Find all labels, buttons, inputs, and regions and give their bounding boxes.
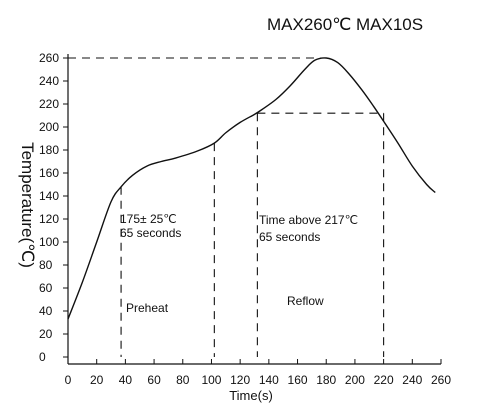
- reflow-label: Reflow: [287, 294, 324, 308]
- x-tick-label-100: 100: [201, 373, 221, 387]
- y-tick-label-180: 180: [39, 143, 59, 157]
- x-tick-label-120: 120: [230, 373, 250, 387]
- x-tick-label-240: 240: [402, 373, 422, 387]
- y-tick-label-0: 0: [39, 350, 46, 364]
- x-tick-label-140: 140: [259, 373, 279, 387]
- y-ticks: 0 20 40 60 80 100 120 140 160 180 200 220 240 260: [39, 51, 68, 364]
- y-tick-label-100: 100: [39, 235, 59, 249]
- x-tick-label-0: 0: [65, 373, 72, 387]
- x-tick-label-220: 220: [374, 373, 394, 387]
- y-tick-label-200: 200: [39, 120, 59, 134]
- x-tick-label-180: 180: [316, 373, 336, 387]
- y-tick-label-240: 240: [39, 74, 59, 88]
- preheat-condition-line2: 65 seconds: [120, 226, 181, 240]
- chart-title: MAX260℃ MAX10S: [267, 15, 423, 34]
- x-tick-label-40: 40: [119, 373, 133, 387]
- y-tick-label-120: 120: [39, 212, 59, 226]
- y-tick-label-20: 20: [39, 327, 53, 341]
- preheat-condition-line1: 175± 25℃: [120, 212, 177, 226]
- y-axis-label-group: Temperature(℃): [18, 142, 37, 268]
- y-tick-label-160: 160: [39, 166, 59, 180]
- y-tick-label-140: 140: [39, 189, 59, 203]
- y-tick-label-60: 60: [39, 281, 53, 295]
- temperature-profile-line: [67, 57, 436, 320]
- y-tick-label-40: 40: [39, 304, 53, 318]
- guide-lines: [68, 57, 385, 357]
- y-tick-label-80: 80: [39, 258, 53, 272]
- x-tick-label-60: 60: [147, 373, 161, 387]
- y-axis-label: Temperature(℃): [18, 142, 37, 268]
- x-tick-label-160: 160: [288, 373, 308, 387]
- y-tick-label-220: 220: [39, 97, 59, 111]
- reflow-condition-line2: 65 seconds: [259, 230, 320, 244]
- x-tick-label-200: 200: [345, 373, 365, 387]
- x-axis-label: Time(s): [229, 388, 273, 403]
- x-tick-label-80: 80: [176, 373, 190, 387]
- x-ticks: 0 20 40 60 80 100 120 140 160 180 200 220 240 260: [65, 359, 451, 387]
- x-tick-label-260: 260: [431, 373, 451, 387]
- x-tick-label-20: 20: [90, 373, 104, 387]
- reflow-condition-line1: Time above 217℃: [259, 213, 358, 227]
- y-tick-label-260: 260: [39, 51, 59, 65]
- preheat-label: Preheat: [126, 301, 169, 315]
